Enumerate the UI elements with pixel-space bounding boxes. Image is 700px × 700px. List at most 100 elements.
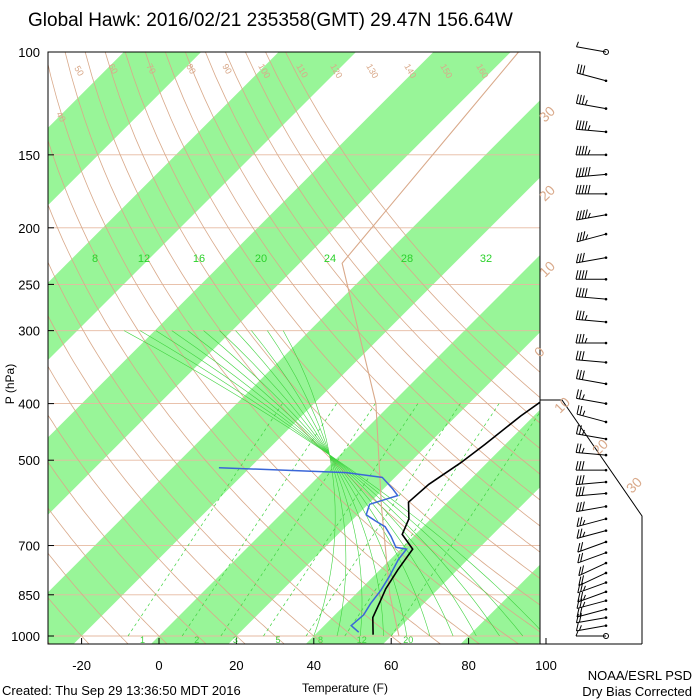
theta-label: 130 <box>364 62 380 80</box>
isotherm-band <box>0 52 46 648</box>
wind-barb <box>576 528 608 539</box>
mixing-ratio-lines <box>127 403 540 637</box>
moist-adiabat <box>282 330 336 637</box>
moist-adiabat <box>123 330 540 631</box>
dry-adiabat <box>124 52 540 579</box>
dry-adiabat <box>144 52 540 553</box>
dry-adiabat <box>164 52 540 527</box>
wind-barb <box>578 561 608 577</box>
wind-barb <box>575 333 608 345</box>
parcel-path <box>341 52 519 637</box>
theta-e-label: 12 <box>138 253 150 265</box>
theta-e-label: 8 <box>92 253 98 265</box>
dry-adiabat <box>205 52 540 475</box>
pressure-tick-label: 200 <box>18 221 40 236</box>
dry-adiabat <box>48 314 324 644</box>
theta-label: 50 <box>72 64 86 78</box>
temperature-tick-label: 40 <box>307 658 321 673</box>
dry-adiabat <box>245 52 540 424</box>
dry-adiabat <box>48 507 168 644</box>
theta-e-label: 16 <box>193 253 205 265</box>
dry-adiabat <box>48 552 129 644</box>
isotherm-label: 0 <box>531 343 548 360</box>
mixing-ratio-label: 8 <box>318 635 323 645</box>
wind-barb <box>575 475 608 486</box>
mixing-ratio-label: 1 <box>140 635 145 645</box>
wind-barb <box>575 94 608 110</box>
dry-adiabat <box>48 261 363 644</box>
isotherm-band <box>305 409 540 644</box>
isotherm-label: 10 <box>551 394 573 416</box>
theta-e-label: 28 <box>401 253 413 265</box>
y-axis-label: P (hPa) <box>3 364 17 404</box>
wind-barb <box>575 310 608 324</box>
mixing-ratio-line <box>181 403 337 637</box>
wind-barb <box>576 63 608 83</box>
isotherm-band <box>48 52 356 361</box>
wind-barb <box>577 551 608 564</box>
mixing-ratio-line <box>305 403 461 637</box>
wind-barb <box>576 516 608 528</box>
pressure-tick-label: 700 <box>18 539 40 554</box>
correction-note: Dry Bias Corrected <box>582 684 692 699</box>
moist-adiabat <box>235 330 384 637</box>
wind-barb <box>575 287 608 301</box>
isobar-lines <box>48 51 540 637</box>
dry-adiabat <box>48 461 207 644</box>
wind-barb <box>576 231 608 243</box>
theta-label: 60 <box>106 62 120 76</box>
mixing-ratio-label: 2 <box>194 635 199 645</box>
dry-adiabat <box>48 365 285 644</box>
temperature-tick-label: 100 <box>535 658 557 673</box>
pressure-tick-label: 300 <box>18 324 40 339</box>
moist-adiabat <box>219 330 407 637</box>
isotherm-band <box>460 564 540 644</box>
wind-barb <box>575 184 608 196</box>
x-axis-label: Temperature (F) <box>302 681 388 695</box>
isotherm-band <box>48 52 511 515</box>
wind-column-border <box>539 52 643 644</box>
theta-label: 80 <box>184 62 198 76</box>
isotherm-label: 20 <box>536 182 558 204</box>
dry-adiabat <box>285 52 540 373</box>
dry-adiabat <box>48 62 481 644</box>
dry-adiabat <box>104 52 540 606</box>
moist-adiabat <box>139 330 524 637</box>
wind-barb <box>575 443 608 457</box>
pressure-tick-label: 100 <box>18 45 40 60</box>
wind-barb <box>575 621 608 632</box>
wind-barb <box>577 540 608 553</box>
chart-title: Global Hawk: 2016/02/21 235358(GMT) 29.4… <box>28 10 513 31</box>
wind-barb <box>575 270 608 281</box>
dry-adiabat <box>48 414 246 644</box>
dry-adiabat <box>184 52 540 501</box>
temperature-tick-label: 80 <box>461 658 475 673</box>
dry-adiabat <box>0 52 15 648</box>
theta-e-label: 32 <box>480 253 492 265</box>
mixing-ratio-label: 5 <box>275 635 280 645</box>
sounding-series <box>218 401 540 635</box>
wind-barb <box>575 252 608 264</box>
isotherm-band <box>611 52 700 648</box>
mixing-ratio-label: 20 <box>403 635 413 645</box>
theta-e-label: 20 <box>255 253 267 265</box>
plot-frame <box>47 51 643 645</box>
wind-barb <box>575 145 608 157</box>
dry-adiabat <box>225 52 540 449</box>
isotherm-band <box>48 52 202 206</box>
pressure-tick-label: 150 <box>18 148 40 163</box>
organization-label: NOAA/ESRL PSD <box>587 668 692 683</box>
wind-barb <box>575 41 609 55</box>
mixing-ratio-line <box>263 403 419 637</box>
dry-adiabat <box>64 52 520 644</box>
wind-barb <box>576 607 608 618</box>
theta-e-label: 24 <box>324 253 336 265</box>
wind-barb <box>576 405 608 424</box>
isotherm-band <box>48 100 540 644</box>
moist-adiabat <box>267 330 347 637</box>
wind-barb <box>575 166 608 178</box>
wind-barb <box>575 369 608 386</box>
wind-barb <box>575 350 608 364</box>
